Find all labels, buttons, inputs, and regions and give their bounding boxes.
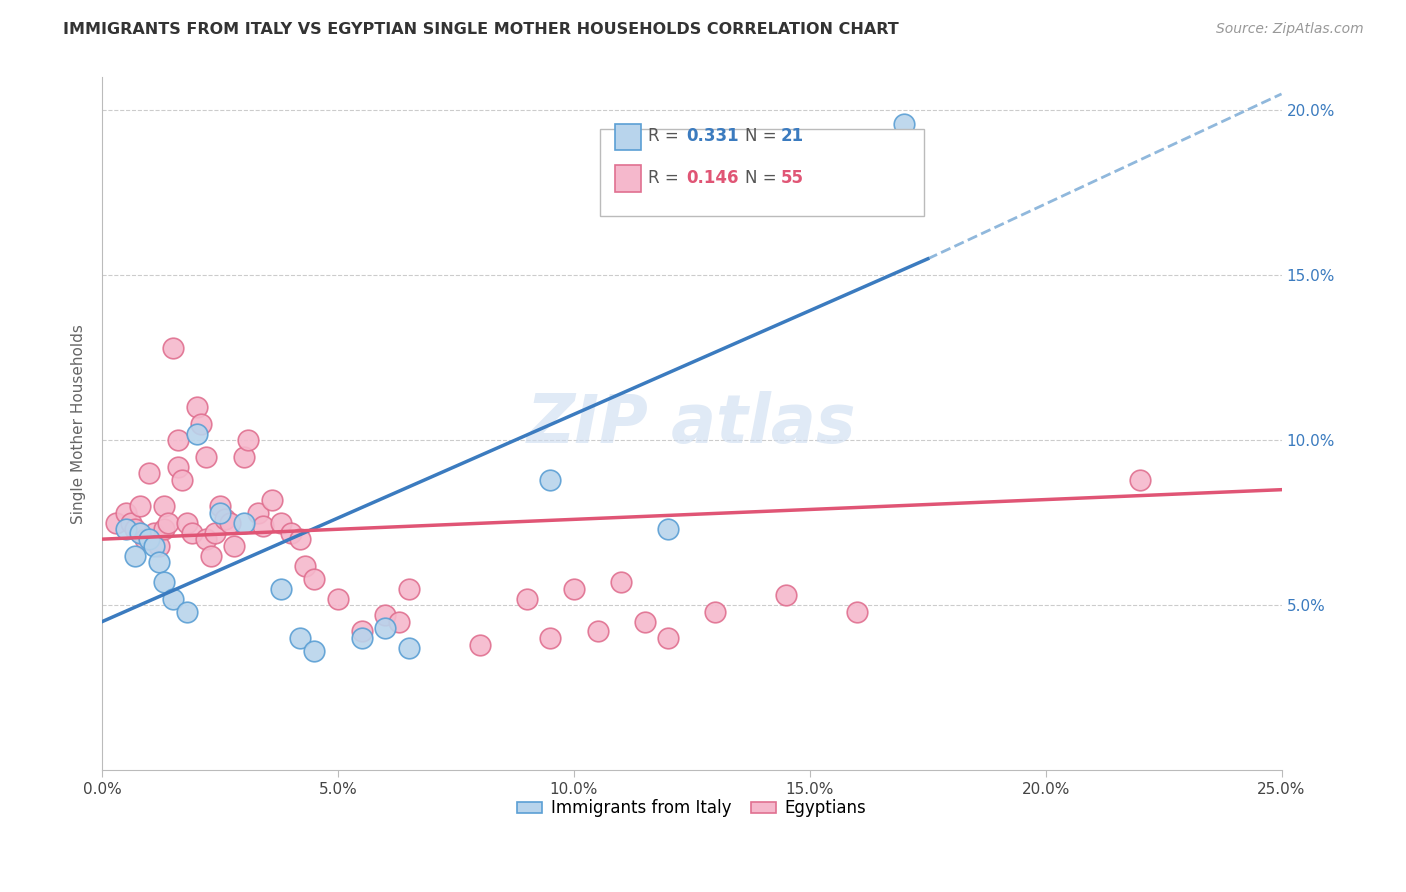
Point bbox=[374, 607, 396, 622]
Point bbox=[120, 516, 142, 530]
Point bbox=[152, 574, 174, 589]
Point bbox=[138, 466, 160, 480]
Text: 55: 55 bbox=[780, 169, 803, 186]
Point bbox=[166, 459, 188, 474]
Point bbox=[398, 640, 420, 655]
Text: 0.331: 0.331 bbox=[686, 128, 738, 145]
Point bbox=[270, 516, 292, 530]
Bar bbox=[616, 165, 641, 192]
Point bbox=[209, 499, 232, 513]
Point bbox=[186, 426, 208, 441]
Point bbox=[172, 473, 194, 487]
Point bbox=[166, 434, 188, 448]
Point bbox=[214, 512, 236, 526]
Point bbox=[252, 519, 274, 533]
FancyBboxPatch shape bbox=[600, 129, 924, 216]
Point bbox=[162, 591, 184, 606]
Y-axis label: Single Mother Households: Single Mother Households bbox=[72, 324, 86, 524]
Point bbox=[294, 558, 316, 573]
Point bbox=[134, 532, 156, 546]
Point bbox=[224, 539, 246, 553]
Point bbox=[538, 631, 561, 645]
Point bbox=[105, 516, 128, 530]
Point bbox=[304, 572, 326, 586]
Point bbox=[704, 605, 727, 619]
Point bbox=[398, 582, 420, 596]
Text: 0.146: 0.146 bbox=[686, 169, 738, 186]
Point bbox=[176, 516, 198, 530]
Text: R =: R = bbox=[648, 128, 685, 145]
Point bbox=[610, 574, 633, 589]
Text: N =: N = bbox=[745, 169, 782, 186]
Point bbox=[562, 582, 585, 596]
Text: IMMIGRANTS FROM ITALY VS EGYPTIAN SINGLE MOTHER HOUSEHOLDS CORRELATION CHART: IMMIGRANTS FROM ITALY VS EGYPTIAN SINGLE… bbox=[63, 22, 898, 37]
Point bbox=[209, 506, 232, 520]
Point bbox=[657, 631, 679, 645]
Point bbox=[260, 492, 283, 507]
Point bbox=[846, 605, 869, 619]
Point bbox=[634, 615, 657, 629]
Point bbox=[1129, 473, 1152, 487]
Point bbox=[148, 539, 170, 553]
Point bbox=[218, 516, 240, 530]
Point bbox=[124, 549, 146, 563]
Point bbox=[516, 591, 538, 606]
Text: N =: N = bbox=[745, 128, 782, 145]
Point bbox=[350, 631, 373, 645]
Text: 21: 21 bbox=[780, 128, 803, 145]
Text: ZIP atlas: ZIP atlas bbox=[527, 391, 856, 457]
Text: R =: R = bbox=[648, 169, 685, 186]
Point bbox=[246, 506, 269, 520]
Point bbox=[129, 499, 152, 513]
Point bbox=[280, 525, 302, 540]
Point bbox=[195, 450, 218, 464]
Point bbox=[350, 624, 373, 639]
Point bbox=[148, 555, 170, 569]
Point bbox=[657, 522, 679, 536]
Point bbox=[468, 638, 491, 652]
Point bbox=[152, 522, 174, 536]
Point bbox=[893, 117, 915, 131]
Point bbox=[162, 341, 184, 355]
Point bbox=[586, 624, 609, 639]
Point bbox=[538, 473, 561, 487]
Point bbox=[186, 401, 208, 415]
Point bbox=[200, 549, 222, 563]
Point bbox=[138, 532, 160, 546]
Point bbox=[195, 532, 218, 546]
Point bbox=[124, 522, 146, 536]
Bar bbox=[616, 124, 641, 150]
Point bbox=[374, 621, 396, 635]
Point bbox=[238, 434, 260, 448]
Point bbox=[204, 525, 226, 540]
Point bbox=[270, 582, 292, 596]
Text: Source: ZipAtlas.com: Source: ZipAtlas.com bbox=[1216, 22, 1364, 37]
Point bbox=[290, 631, 312, 645]
Point bbox=[176, 605, 198, 619]
Point bbox=[290, 532, 312, 546]
Point bbox=[114, 522, 136, 536]
Point bbox=[114, 506, 136, 520]
Point bbox=[388, 615, 411, 629]
Point bbox=[775, 588, 797, 602]
Point bbox=[143, 539, 166, 553]
Point bbox=[129, 525, 152, 540]
Point bbox=[157, 516, 180, 530]
Point bbox=[180, 525, 202, 540]
Point bbox=[232, 450, 254, 464]
Legend: Immigrants from Italy, Egyptians: Immigrants from Italy, Egyptians bbox=[510, 793, 873, 824]
Point bbox=[232, 516, 254, 530]
Point bbox=[152, 499, 174, 513]
Point bbox=[326, 591, 349, 606]
Point bbox=[304, 644, 326, 658]
Point bbox=[190, 417, 212, 431]
Point bbox=[143, 525, 166, 540]
